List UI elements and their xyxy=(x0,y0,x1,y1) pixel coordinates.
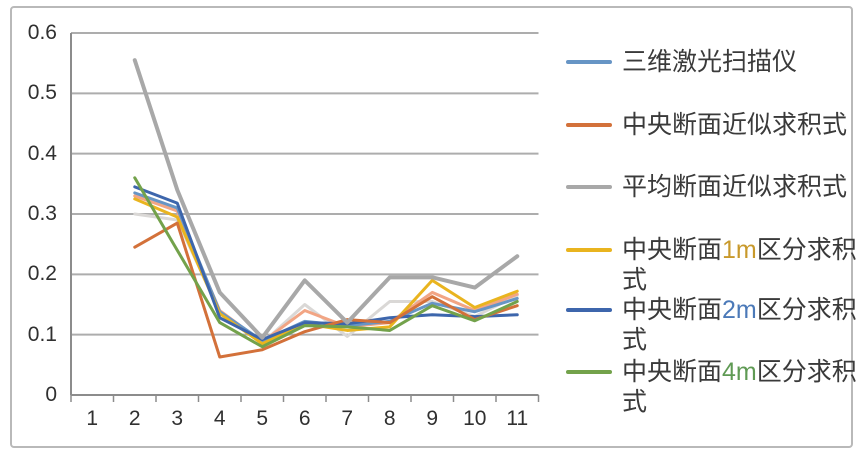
legend-item-label: 三维激光扫描仪 xyxy=(622,47,797,77)
legend-item-label: 中央断面1m区分求积式 xyxy=(622,235,857,295)
legend-item-3: 平均断面近似求积式 xyxy=(566,172,847,202)
x-axis-tick-label: 9 xyxy=(426,407,439,430)
legend-item-2: 中央断面近似求积式 xyxy=(566,110,847,140)
x-axis-tick-label: 8 xyxy=(383,407,396,430)
series-line-中央断面4m区分求积式 xyxy=(133,176,519,349)
x-axis-tick-label: 6 xyxy=(298,407,311,430)
legend-label-text: 三维激光扫描仪 xyxy=(622,48,798,76)
legend-label-text: 2m xyxy=(722,296,757,324)
legend-label-text: 区分求积 xyxy=(756,358,857,386)
y-axis-tick-label: 0.1 xyxy=(27,322,57,346)
legend-label-text: 区分求积 xyxy=(756,296,857,324)
x-axis-tick-label: 10 xyxy=(463,407,487,430)
x-axis-tick-label: 7 xyxy=(341,407,354,430)
series-line-中央断面2m区分求积式 xyxy=(133,185,519,341)
legend-item-1: 三维激光扫描仪 xyxy=(566,47,797,77)
series-line-平均断面近似求积式 xyxy=(132,58,520,340)
legend-label-text: 式 xyxy=(622,388,648,416)
legend-label-text: 中央断面 xyxy=(622,358,723,386)
legend-label-text: 中央断面 xyxy=(622,296,723,324)
y-axis-tick-label: 0.2 xyxy=(27,262,57,286)
legend-label-text: 平均断面近似求积式 xyxy=(622,173,848,201)
legend-label-text: 式 xyxy=(622,266,648,294)
legend-label-text: 1m xyxy=(722,236,757,264)
legend-label-text: 4m xyxy=(722,358,757,386)
legend-line-swatch xyxy=(566,185,612,189)
y-axis-tick-label: 0.5 xyxy=(27,81,57,105)
chart-border xyxy=(10,6,853,448)
y-axis-tick-label: 0.4 xyxy=(27,141,57,165)
legend-line-swatch xyxy=(566,60,612,64)
legend-item-label: 中央断面4m区分求积式 xyxy=(622,357,857,417)
x-axis-tick-label: 1 xyxy=(86,407,99,430)
legend-label-text: 中央断面 xyxy=(622,236,723,264)
legend-line-swatch xyxy=(566,370,612,374)
y-axis-tick-label: 0 xyxy=(45,383,57,406)
x-axis-tick-label: 2 xyxy=(128,407,141,430)
x-axis-tick-label: 3 xyxy=(171,407,184,430)
y-axis-tick-label: 0.6 xyxy=(27,21,57,44)
legend-item-4: 中央断面1m区分求积式 xyxy=(566,235,857,295)
x-axis-tick-label: 4 xyxy=(213,407,226,430)
legend-item-label: 平均断面近似求积式 xyxy=(622,172,847,202)
x-axis-tick-label: 5 xyxy=(256,407,269,430)
legend-item-label: 中央断面2m区分求积式 xyxy=(622,295,857,355)
x-axis-tick-label: 11 xyxy=(506,407,529,430)
legend-label-text: 中央断面近似求积式 xyxy=(622,111,848,139)
legend-item-6: 中央断面4m区分求积式 xyxy=(566,357,857,417)
legend-line-swatch xyxy=(566,123,612,127)
legend-line-swatch xyxy=(566,248,612,252)
legend-label-text: 式 xyxy=(622,326,648,354)
legend-line-swatch xyxy=(566,308,612,312)
legend-item-5: 中央断面2m区分求积式 xyxy=(566,295,857,355)
legend-label-text: 区分求积 xyxy=(756,236,857,264)
legend-item-label: 中央断面近似求积式 xyxy=(622,110,847,140)
y-axis-tick-label: 0.3 xyxy=(27,202,57,225)
